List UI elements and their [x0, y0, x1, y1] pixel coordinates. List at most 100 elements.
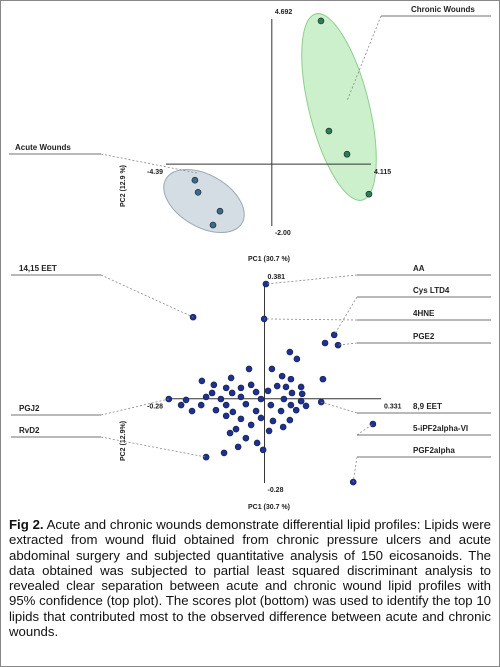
lipid-label: Cys LTD4 [413, 286, 450, 295]
point [242, 434, 250, 442]
point [191, 176, 199, 184]
point [268, 365, 276, 373]
point [325, 127, 333, 135]
lipid-label: AA [413, 264, 425, 273]
point [286, 416, 294, 424]
group-label: Chronic Wounds [411, 5, 475, 14]
point [253, 439, 261, 447]
caption-label: Fig 2. [9, 517, 44, 532]
leader-line [321, 401, 358, 414]
leader-line [100, 153, 198, 174]
x-tick-label: -4.39 [147, 169, 163, 176]
x-tick-label: 4.115 [374, 169, 391, 176]
point [242, 400, 250, 408]
point [288, 389, 296, 397]
point [269, 417, 277, 425]
point [252, 388, 260, 396]
point [302, 402, 310, 410]
lipid-label: 14,15 EET [19, 264, 57, 273]
confidence-ellipse [301, 13, 377, 201]
point [198, 377, 206, 385]
point [257, 395, 265, 403]
point [286, 348, 294, 356]
caption-text: Acute and chronic wounds demonstrate dif… [9, 517, 491, 640]
point [279, 423, 287, 431]
point [287, 375, 295, 383]
lipid-label: RvD2 [19, 426, 40, 435]
y-tick-label: -0.28 [268, 487, 284, 494]
lipid-label: PGJ2 [19, 404, 40, 413]
y-axis-label: PC2 (12.9 %) [120, 165, 127, 207]
point [321, 339, 329, 347]
point [264, 387, 272, 395]
point [265, 427, 273, 435]
point [292, 406, 300, 414]
x-tick-label: -0.28 [147, 404, 163, 411]
leader-line [264, 318, 358, 321]
point [212, 406, 220, 414]
point [287, 401, 295, 409]
point [222, 401, 230, 409]
point [257, 414, 265, 422]
point [202, 453, 210, 461]
point [182, 396, 190, 404]
point [273, 382, 281, 390]
point [282, 383, 290, 391]
point [293, 355, 301, 363]
point [216, 207, 224, 215]
point [237, 384, 245, 392]
x-axis-label: PC1 (30.7 %) [248, 504, 290, 511]
group-label: Acute Wounds [15, 143, 71, 152]
point [194, 188, 202, 196]
point [197, 401, 205, 409]
point [177, 401, 185, 409]
leader-line [346, 15, 382, 102]
lipid-label: 5-iPF2alpha-VI [413, 424, 468, 433]
point [232, 425, 240, 433]
point [277, 407, 285, 415]
point [209, 221, 217, 229]
point [202, 393, 210, 401]
point [298, 390, 306, 398]
point [343, 150, 351, 158]
leader-line [100, 274, 194, 318]
point [229, 408, 237, 416]
x-axis-label: PC1 (30.7 %) [248, 256, 290, 263]
lipid-label: 4HNE [413, 309, 435, 318]
point [237, 393, 245, 401]
leader-line [352, 456, 358, 483]
y-axis-label: PC2 (12.9%) [120, 421, 127, 461]
point [237, 415, 245, 423]
lipid-label: 8,9 EET [413, 402, 442, 411]
point [297, 397, 305, 405]
lipid-label: PGE2 [413, 332, 435, 341]
point [278, 372, 286, 380]
point [245, 365, 253, 373]
point [222, 412, 230, 420]
point [188, 407, 196, 415]
leader-line [356, 423, 374, 436]
point [217, 395, 225, 403]
leader-line [333, 296, 358, 336]
x-tick-label: 0.331 [384, 404, 402, 411]
point [210, 381, 218, 389]
point [267, 401, 275, 409]
point [226, 429, 234, 437]
point [317, 17, 325, 25]
lipid-label: PGF2alpha [413, 446, 455, 455]
point [208, 389, 216, 397]
point [227, 374, 235, 382]
confidence-ellipse [163, 169, 245, 233]
point [280, 395, 288, 403]
point [247, 421, 255, 429]
plots: -4.39 4.115 -2.00 4.692 PC1 (30.7 %) PC2 (12.… [9, 5, 491, 511]
point [297, 383, 305, 391]
y-tick-label: 0.381 [268, 274, 286, 281]
point [222, 384, 230, 392]
point [234, 443, 242, 451]
point [319, 375, 327, 383]
y-tick-label: 4.692 [275, 9, 293, 16]
caption: Fig 2. Acute and chronic wounds demonstr… [9, 517, 491, 639]
point [365, 190, 373, 198]
